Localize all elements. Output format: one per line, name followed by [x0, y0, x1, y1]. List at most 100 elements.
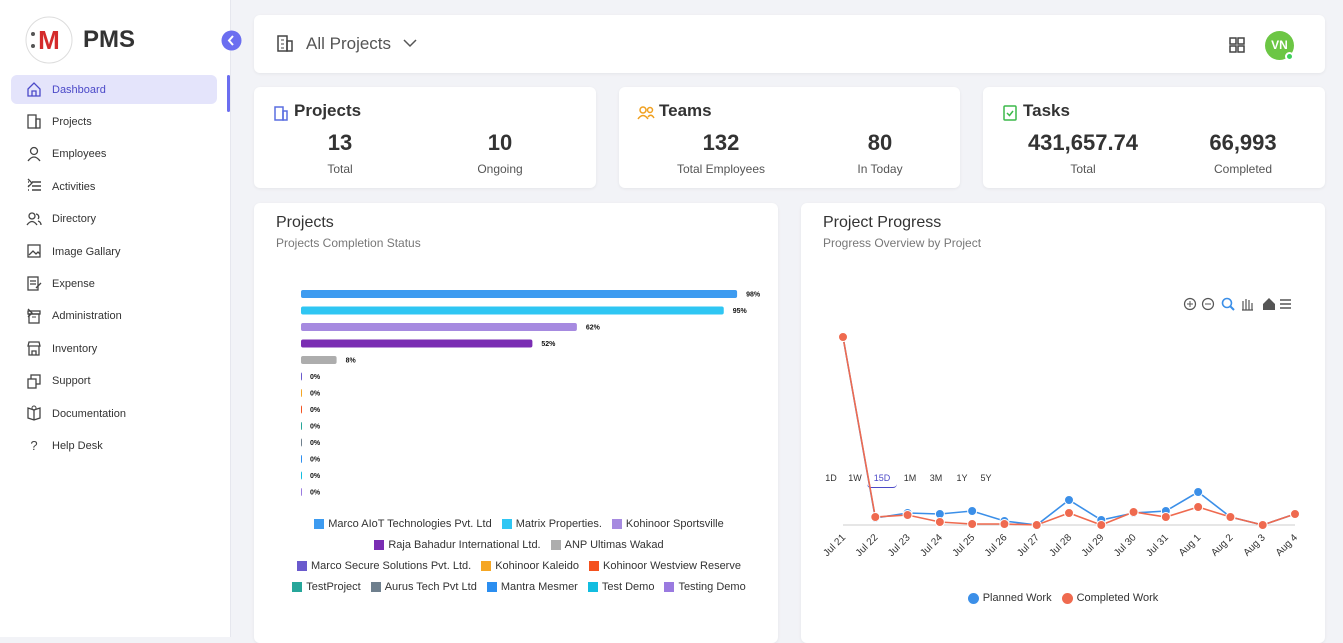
nav-icon [27, 244, 41, 258]
legend-swatch [481, 561, 492, 571]
nav-item[interactable]: Dashboard [11, 75, 217, 104]
value-label: 95% [733, 308, 748, 315]
value-label: 0% [310, 457, 321, 464]
legend-label: Completed Work [1076, 592, 1159, 604]
bar [301, 455, 302, 463]
chart-title: Projects [276, 214, 334, 231]
bar [301, 356, 337, 364]
x-tick-label: Jul 28 [1047, 532, 1074, 559]
nav-icon [27, 276, 42, 292]
value-label: 0% [310, 407, 321, 414]
logo: M [25, 16, 73, 64]
chevron [27, 178, 33, 188]
range-button[interactable]: 1D [825, 473, 837, 483]
nav-item[interactable]: Activities [11, 172, 217, 201]
legend-label: TestProject [306, 581, 361, 593]
legend-item: Marco Secure Solutions Pvt. Ltd. [297, 557, 471, 575]
nav-item[interactable]: Employees [11, 140, 217, 169]
value-label: 0% [310, 490, 321, 497]
nav-icon [27, 114, 41, 130]
progress-chart-card: Project Progress Progress Overview by Pr… [801, 203, 1325, 643]
nav-label: Employees [52, 148, 107, 161]
legend: Planned Work Completed Work [801, 589, 1325, 607]
range-button[interactable]: 1W [848, 473, 862, 483]
x-tick-label: Jul 26 [983, 532, 1010, 559]
value-label: 0% [310, 440, 321, 447]
legend-swatch [1061, 592, 1073, 604]
nav-icon [27, 146, 41, 162]
legend-swatch [587, 582, 598, 592]
bar [301, 405, 302, 414]
nav-item[interactable]: Projects [11, 107, 217, 136]
collapse-button[interactable] [221, 30, 242, 51]
legend-item: TestProject [292, 578, 361, 596]
stat-card: Teams 132 Total Employees 80 In Today [619, 87, 960, 188]
bar [301, 339, 533, 348]
legend-swatch [664, 582, 675, 592]
stat-value: 132 [702, 130, 740, 155]
legend-label: ANP Ultimas Wakad [564, 539, 664, 551]
stat-icon [274, 106, 288, 121]
nav-icon [27, 341, 41, 356]
nav-icon [27, 82, 41, 97]
nav-label: Inventory [52, 342, 98, 355]
nav-item[interactable]: Support [11, 367, 217, 396]
legend-item: Matrix Properties. [501, 515, 602, 533]
stat-label: Total [327, 162, 353, 176]
top-bar: All Projects VN [254, 15, 1325, 73]
nav-label: Image Gallary [52, 245, 121, 258]
legend-swatch [297, 561, 308, 571]
legend-label: Planned Work [982, 592, 1052, 604]
x-tick-label: Jul 25 [951, 532, 978, 559]
nav-label: Help Desk [52, 439, 103, 452]
value-label: 0% [310, 473, 321, 480]
range-button[interactable]: 1Y [956, 473, 968, 483]
legend-swatch [314, 519, 325, 529]
stat-value: 80 [867, 130, 893, 155]
x-tick-label: Jul 31 [1144, 532, 1171, 559]
value-label: 98% [746, 292, 761, 299]
legend-label: Aurus Tech Pvt Ltd [384, 581, 477, 593]
nav-icon: ? [30, 438, 37, 453]
nav-item[interactable]: Image Gallary [11, 237, 217, 266]
chart-subtitle: Projects Completion Status [276, 236, 421, 250]
legend-label: Test Demo [601, 581, 655, 593]
range-button[interactable]: 15D [867, 468, 897, 488]
legend-item: Planned Work [967, 589, 1052, 607]
stat-value: 431,657.74 [1027, 130, 1139, 155]
nav-item[interactable]: Inventory [11, 334, 217, 363]
legend-label: Raja Bahadur International Ltd. [388, 539, 541, 551]
nav-item[interactable]: Documentation [11, 399, 217, 428]
nav-item[interactable]: Administration [11, 302, 217, 331]
stat-label: Total [1070, 162, 1096, 176]
legend-swatch [967, 592, 979, 604]
range-button[interactable]: 1M [903, 473, 917, 483]
point [1096, 520, 1107, 530]
stat-label: In Today [857, 162, 903, 176]
chart-toolbar[interactable] [1181, 295, 1291, 313]
point [967, 506, 978, 516]
nav-item[interactable]: ? Help Desk [11, 431, 217, 460]
nav-item[interactable]: Expense [11, 269, 217, 298]
line-chart: Jul 21 Jul 22 Jul 23 Jul 24 Jul 25 Jul 26 Jul … [821, 332, 1300, 559]
range-button[interactable]: 5Y [980, 473, 992, 483]
building-icon [277, 35, 293, 52]
nav-label: Projects [52, 115, 92, 128]
apps-icon[interactable] [1229, 37, 1245, 53]
legend-swatch [486, 582, 497, 592]
stat-card: Projects 13 Total 10 Ongoing [254, 87, 596, 188]
legend-label: Testing Demo [678, 581, 746, 593]
nav-label: Expense [52, 277, 95, 290]
nav-item[interactable]: Directory [11, 205, 217, 234]
bar [301, 323, 577, 331]
legend-item: Kohinoor Sportsville [611, 515, 724, 533]
stat-icon [1003, 105, 1017, 121]
stat-value: 13 [327, 130, 353, 155]
value-label: 62% [586, 325, 601, 332]
stat-card: Tasks 431,657.74 Total 66,993 Completed [983, 87, 1325, 188]
stat-label: Ongoing [477, 162, 523, 176]
range-button[interactable]: 3M [929, 473, 943, 483]
stat-title: Projects [294, 101, 362, 120]
project-selector[interactable]: All Projects [306, 34, 392, 53]
nav-label: Dashboard [52, 83, 106, 96]
